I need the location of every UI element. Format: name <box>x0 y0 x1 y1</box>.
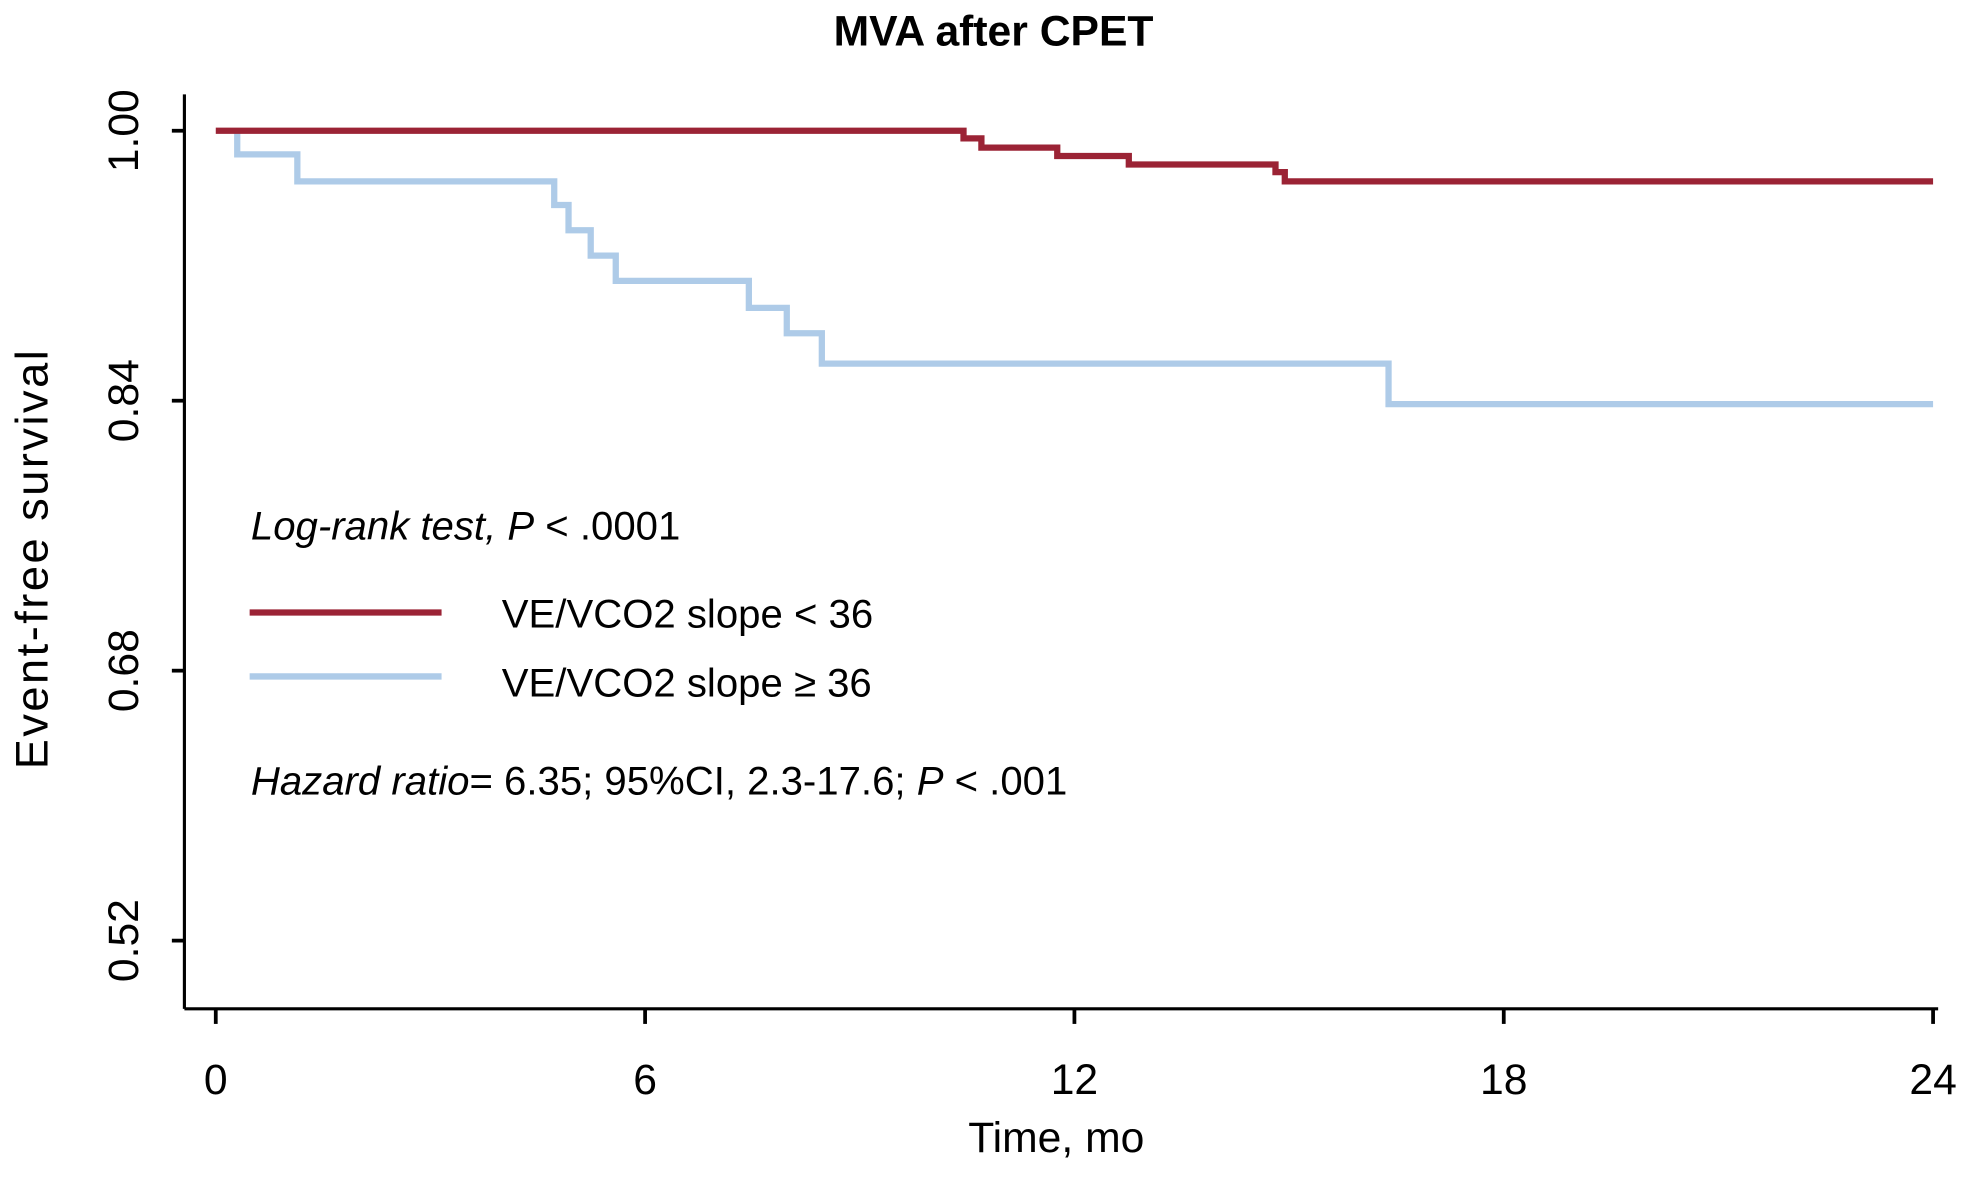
y-tick-label: 0.52 <box>100 899 148 982</box>
logrank-p: P <box>507 504 534 549</box>
x-tick-label: 18 <box>1480 1056 1527 1104</box>
logrank-value: < .0001 <box>534 504 680 549</box>
x-axis-label: Time, mo <box>968 1114 1144 1162</box>
legend-label-low: VE/VCO2 slope < 36 <box>502 592 873 637</box>
hazard-label: Hazard ratio <box>251 758 470 803</box>
legend-label-high: VE/VCO2 slope ≥ 36 <box>502 661 872 706</box>
y-tick-label: 0.84 <box>100 359 148 442</box>
logrank-annotation: Log-rank test, P < .0001 <box>251 504 680 549</box>
x-tick-label: 12 <box>1051 1056 1098 1104</box>
chart-title: MVA after CPET <box>834 7 1154 55</box>
y-tick-label: 0.68 <box>100 629 148 712</box>
hazard-p-value: < .001 <box>943 758 1067 803</box>
y-axis-label: Event-free survival <box>7 348 58 770</box>
survival-curve-low-slope <box>215 127 1934 185</box>
survival-curve-high-slope <box>234 130 1934 408</box>
hazard-value: = 6.35; 95%CI, 2.3-17.6; <box>469 758 916 803</box>
x-tick-label: 6 <box>633 1056 657 1104</box>
hazard-annotation: Hazard ratio= 6.35; 95%CI, 2.3-17.6; P <… <box>251 758 1067 803</box>
hazard-p: P <box>917 758 944 803</box>
y-tick-label: 1.00 <box>100 89 148 172</box>
logrank-label: Log-rank test, <box>251 504 507 549</box>
x-tick-label: 0 <box>204 1056 228 1104</box>
x-tick-label: 24 <box>1909 1056 1956 1104</box>
